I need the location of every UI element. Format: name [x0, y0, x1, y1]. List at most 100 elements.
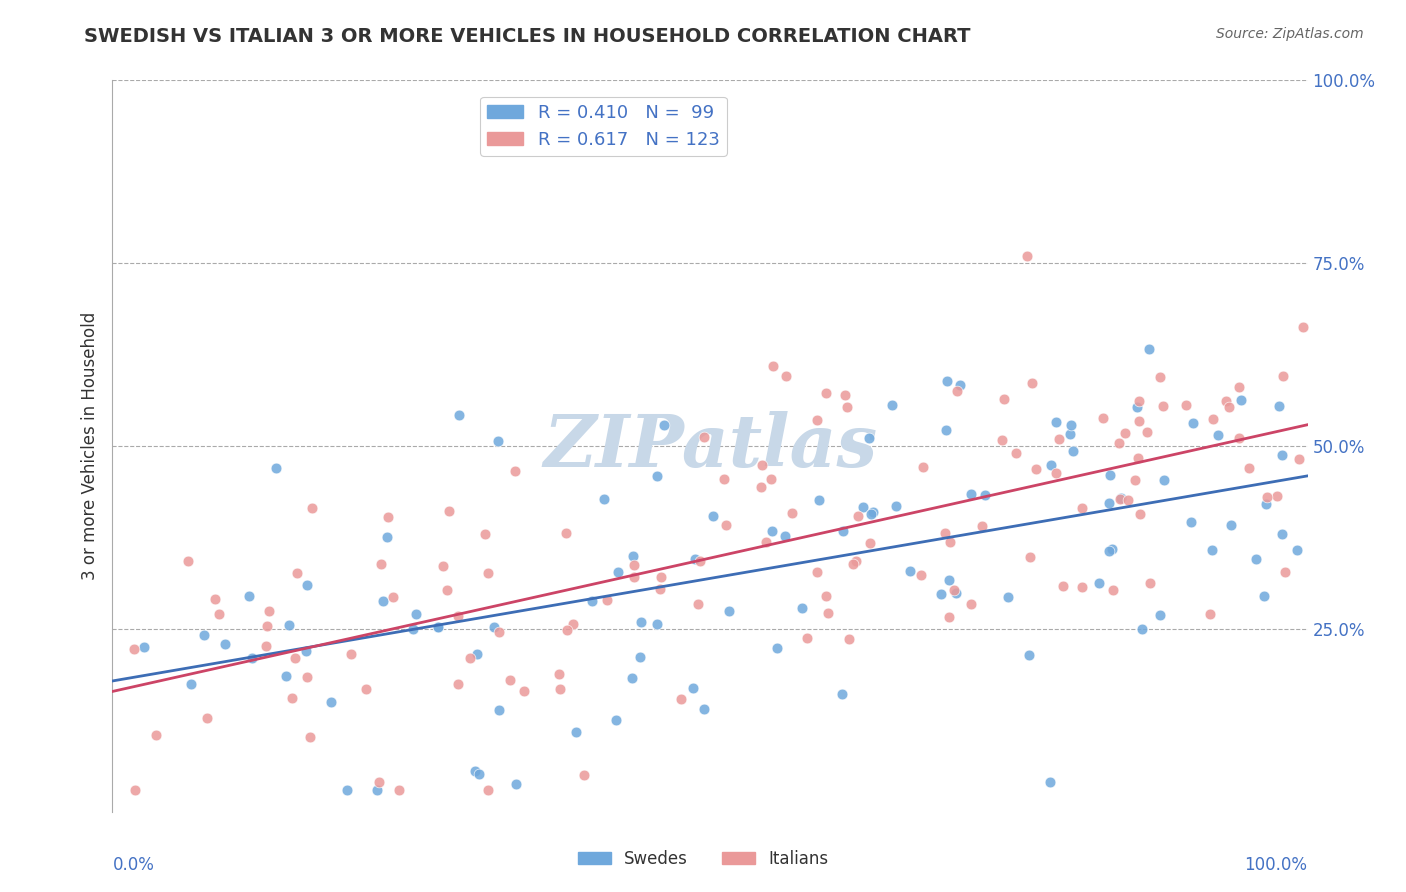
Point [1108, 436, 1130, 450]
Point [751, 458, 773, 472]
Point [294, 644, 316, 658]
Point [278, 618, 301, 632]
Point [432, 559, 454, 574]
Point [1253, 589, 1275, 603]
Point [180, 676, 202, 690]
Point [208, 607, 231, 621]
Point [1021, 376, 1043, 390]
Point [295, 670, 318, 684]
Point [1182, 416, 1205, 430]
Point [1116, 493, 1139, 508]
Point [817, 606, 839, 620]
Point [880, 398, 903, 412]
Point [1149, 370, 1171, 384]
Point [858, 432, 880, 446]
Point [650, 570, 672, 584]
Point [281, 690, 304, 705]
Point [486, 434, 509, 449]
Point [572, 768, 595, 782]
Point [862, 505, 884, 519]
Point [1101, 542, 1123, 557]
Point [762, 359, 785, 373]
Point [427, 620, 450, 634]
Point [1152, 399, 1174, 413]
Point [256, 618, 278, 632]
Point [1102, 582, 1125, 597]
Point [204, 591, 226, 606]
Point [718, 604, 741, 618]
Point [652, 417, 675, 432]
Point [841, 558, 863, 572]
Point [645, 616, 668, 631]
Point [254, 640, 277, 654]
Point [581, 594, 603, 608]
Point [1070, 500, 1092, 515]
Point [884, 499, 907, 513]
Point [124, 782, 146, 797]
Point [796, 631, 818, 645]
Point [1047, 432, 1070, 446]
Point [1098, 495, 1121, 509]
Point [336, 782, 359, 797]
Point [1137, 343, 1160, 357]
Point [759, 472, 782, 486]
Point [132, 640, 155, 655]
Point [845, 553, 868, 567]
Point [682, 681, 704, 695]
Point [814, 589, 837, 603]
Point [806, 413, 828, 427]
Text: 0.0%: 0.0% [112, 855, 155, 873]
Point [993, 392, 1015, 406]
Point [837, 400, 859, 414]
Point [503, 465, 526, 479]
Point [939, 535, 962, 549]
Legend: Swedes, Italians: Swedes, Italians [571, 844, 835, 875]
Point [388, 782, 411, 797]
Legend: R = 0.410   N =  99, R = 0.617   N = 123: R = 0.410 N = 99, R = 0.617 N = 123 [479, 96, 727, 156]
Point [1256, 490, 1278, 504]
Point [775, 529, 797, 543]
Point [375, 529, 398, 543]
Point [1052, 579, 1074, 593]
Point [122, 642, 145, 657]
Point [259, 604, 281, 618]
Point [761, 524, 783, 539]
Point [1271, 369, 1294, 384]
Point [959, 597, 981, 611]
Point [910, 568, 932, 582]
Point [1201, 543, 1223, 558]
Point [808, 492, 831, 507]
Point [1202, 411, 1225, 425]
Point [468, 767, 491, 781]
Point [283, 651, 305, 665]
Point [832, 524, 855, 538]
Point [960, 487, 983, 501]
Point [936, 374, 959, 388]
Point [714, 517, 737, 532]
Point [370, 557, 392, 571]
Point [938, 573, 960, 587]
Point [755, 535, 778, 549]
Point [195, 710, 218, 724]
Point [1123, 473, 1146, 487]
Point [439, 504, 461, 518]
Point [354, 681, 377, 696]
Point [299, 730, 322, 744]
Point [1288, 451, 1310, 466]
Point [946, 384, 969, 398]
Point [447, 408, 470, 422]
Point [990, 433, 1012, 447]
Point [1139, 576, 1161, 591]
Point [831, 687, 853, 701]
Point [815, 386, 838, 401]
Point [1218, 400, 1240, 414]
Point [606, 565, 628, 579]
Point [972, 519, 994, 533]
Point [427, 620, 450, 634]
Point [1040, 458, 1063, 472]
Point [1227, 380, 1250, 394]
Point [973, 488, 995, 502]
Point [484, 619, 506, 633]
Point [775, 369, 797, 384]
Point [846, 509, 869, 524]
